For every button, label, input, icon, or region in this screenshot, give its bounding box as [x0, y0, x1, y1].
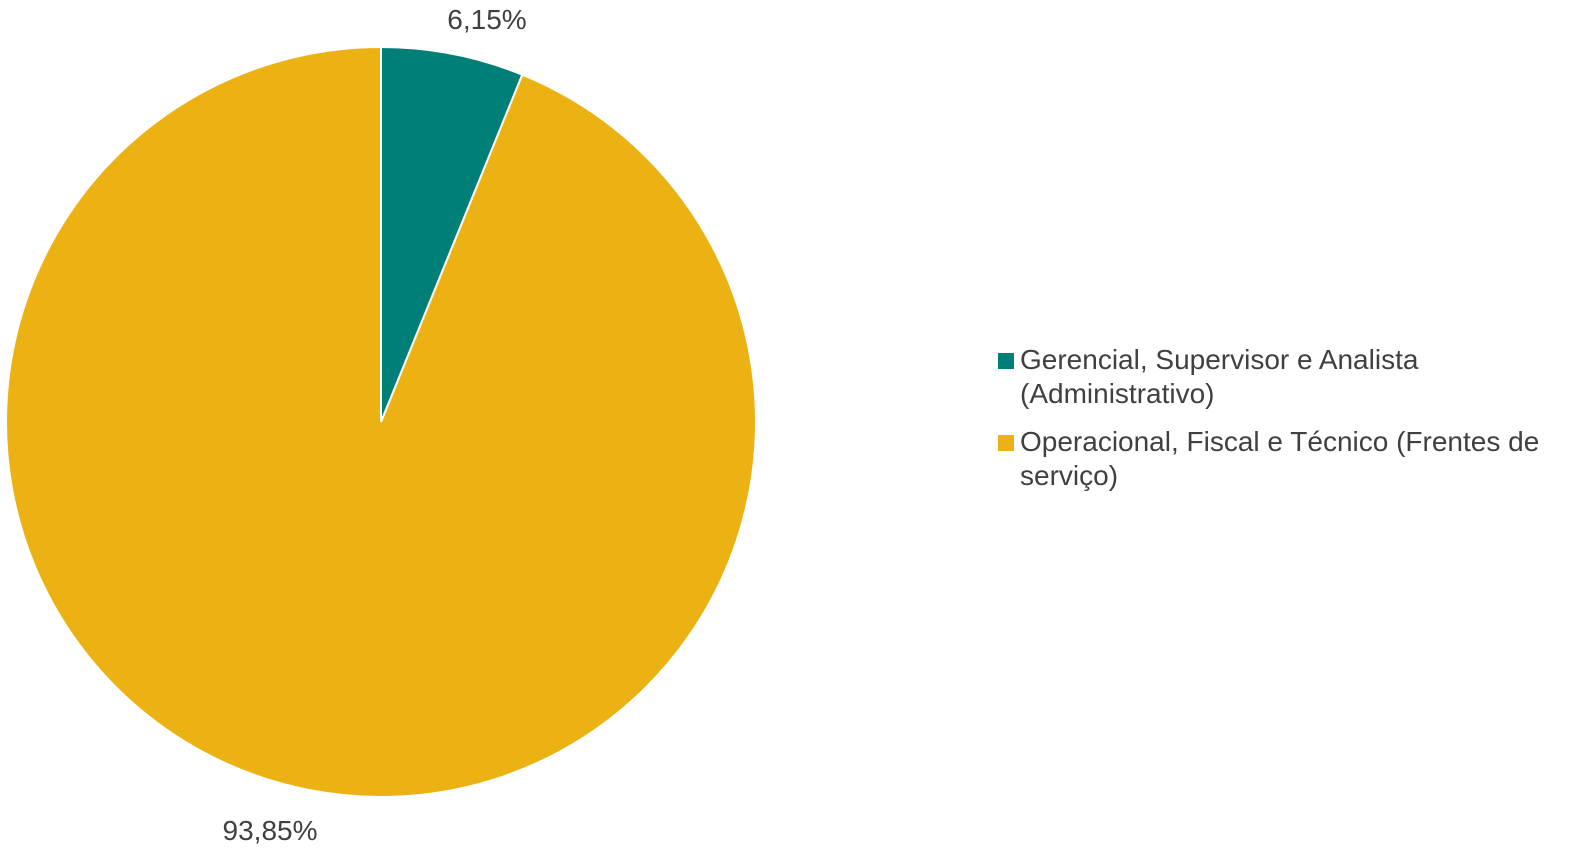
data-label-operacional: 93,85% — [223, 815, 318, 846]
legend-item-gerencial: Gerencial, Supervisor e Analista (Admini… — [998, 343, 1578, 411]
legend-swatch-gerencial — [998, 353, 1014, 369]
legend-label-gerencial: Gerencial, Supervisor e Analista (Admini… — [1020, 344, 1419, 409]
pie-slice-operacional — [5, 45, 757, 798]
data-label-gerencial: 6,15% — [447, 4, 526, 35]
pie-slices — [5, 45, 757, 798]
legend: Gerencial, Supervisor e Analista (Admini… — [998, 343, 1578, 507]
legend-item-operacional: Operacional, Fiscal e Técnico (Frentes d… — [998, 425, 1578, 493]
legend-label-operacional: Operacional, Fiscal e Técnico (Frentes d… — [1020, 426, 1540, 491]
legend-swatch-operacional — [998, 435, 1014, 451]
pie-slice-gerencial — [380, 45, 524, 423]
